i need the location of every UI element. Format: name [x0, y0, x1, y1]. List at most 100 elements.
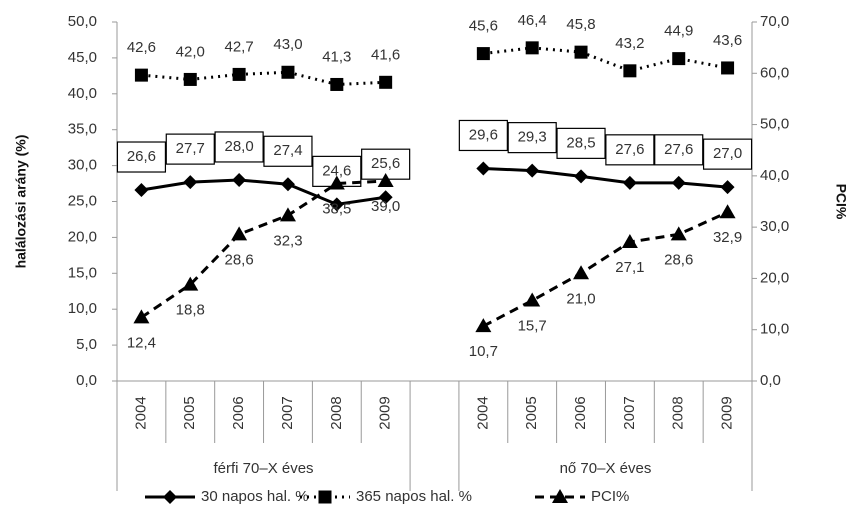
value-label-box — [654, 134, 704, 166]
value-label: 27,6 — [664, 141, 693, 158]
value-label: 28,0 — [225, 138, 254, 155]
y-tick-label: 40,0 — [68, 85, 97, 102]
marker — [574, 169, 589, 184]
y2-tick-label: 70,0 — [760, 13, 789, 30]
value-label: 18,8 — [176, 302, 205, 319]
y2-tick-label: 0,0 — [760, 372, 781, 389]
value-label: 32,3 — [273, 232, 302, 249]
group-label: férfi 70–X éves — [214, 460, 314, 477]
value-label: 21,0 — [566, 290, 595, 307]
x-tick-label: 2009 — [719, 396, 736, 429]
marker — [525, 163, 540, 178]
marker — [279, 207, 296, 222]
y-tick-label: 35,0 — [68, 121, 97, 138]
y-tick-label: 5,0 — [76, 336, 97, 353]
value-label: 27,6 — [615, 141, 644, 158]
y-tick-label: 50,0 — [68, 13, 97, 30]
value-label: 27,0 — [713, 145, 742, 162]
marker — [163, 490, 177, 504]
y-tick-label: 45,0 — [68, 49, 97, 66]
marker — [134, 183, 149, 198]
value-label: 42,0 — [176, 43, 205, 60]
y2-tick-label: 10,0 — [760, 321, 789, 338]
value-label: 27,7 — [176, 140, 205, 157]
x-tick-label: 2004 — [474, 396, 491, 429]
value-label: 24,6 — [322, 162, 351, 179]
value-label: 15,7 — [518, 317, 547, 334]
value-label: 32,9 — [713, 229, 742, 246]
marker — [623, 64, 637, 78]
x-tick-label: 2008 — [328, 396, 345, 429]
group-label: nő 70–X éves — [560, 460, 652, 477]
value-label: 10,7 — [469, 343, 498, 360]
marker — [377, 172, 394, 187]
x-tick-label: 2007 — [279, 396, 296, 429]
value-label-box — [458, 119, 508, 152]
value-label-box — [263, 135, 313, 167]
marker — [134, 68, 148, 82]
y-tick-label: 25,0 — [68, 192, 97, 209]
marker — [281, 65, 295, 79]
value-label: 27,1 — [615, 259, 644, 276]
value-label: 29,6 — [469, 126, 498, 143]
value-label-box — [702, 138, 753, 170]
value-label: 44,9 — [664, 23, 693, 40]
marker — [328, 175, 345, 190]
value-label: 27,4 — [273, 142, 302, 159]
marker — [232, 67, 246, 81]
marker — [378, 190, 393, 205]
legend-label: 365 napos hal. % — [356, 488, 472, 505]
marker — [379, 75, 393, 89]
y2-tick-label: 60,0 — [760, 64, 789, 81]
value-label: 28,6 — [225, 251, 254, 268]
x-tick-label: 2006 — [230, 396, 247, 429]
series-line — [140, 179, 729, 328]
value-label: 43,6 — [713, 32, 742, 49]
y2-axis-title: PCI% — [833, 184, 849, 220]
marker — [133, 309, 150, 324]
value-label: 45,8 — [566, 16, 595, 33]
marker — [280, 177, 295, 192]
y-tick-label: 20,0 — [68, 228, 97, 245]
marker — [671, 175, 686, 190]
marker — [183, 72, 197, 86]
value-label: 25,6 — [371, 155, 400, 172]
x-tick-label: 2005 — [523, 396, 540, 429]
value-label: 43,0 — [273, 36, 302, 53]
y-tick-label: 0,0 — [76, 372, 97, 389]
x-tick-label: 2007 — [621, 396, 638, 429]
marker — [330, 77, 344, 91]
marker — [183, 175, 198, 190]
value-label: 42,6 — [127, 39, 156, 56]
marker — [721, 61, 735, 75]
marker — [552, 489, 568, 503]
y-tick-label: 15,0 — [68, 264, 97, 281]
y2-tick-label: 20,0 — [760, 269, 789, 286]
marker — [524, 292, 541, 307]
value-label-box — [556, 127, 606, 159]
marker — [182, 276, 199, 291]
value-label: 43,2 — [615, 35, 644, 52]
legend-label: PCI% — [591, 488, 629, 505]
value-label-box — [605, 134, 655, 166]
x-tick-label: 2009 — [377, 396, 394, 429]
series-line — [141, 166, 728, 206]
value-label: 46,4 — [518, 12, 547, 29]
value-label: 38,5 — [322, 201, 351, 218]
marker — [476, 47, 490, 61]
legend-label: 30 napos hal. % — [201, 488, 309, 505]
y-axis-title: halálozási arány (%) — [13, 135, 29, 269]
value-label-box — [116, 141, 167, 173]
value-label: 41,3 — [322, 48, 351, 65]
y2-tick-label: 50,0 — [760, 116, 789, 133]
value-label: 28,5 — [566, 134, 595, 151]
value-label: 12,4 — [127, 334, 156, 351]
marker — [670, 226, 687, 241]
y-tick-label: 30,0 — [68, 157, 97, 174]
marker — [232, 172, 247, 187]
y2-tick-label: 40,0 — [760, 167, 789, 184]
value-label: 45,6 — [469, 18, 498, 35]
marker — [525, 41, 539, 55]
marker — [574, 45, 588, 59]
